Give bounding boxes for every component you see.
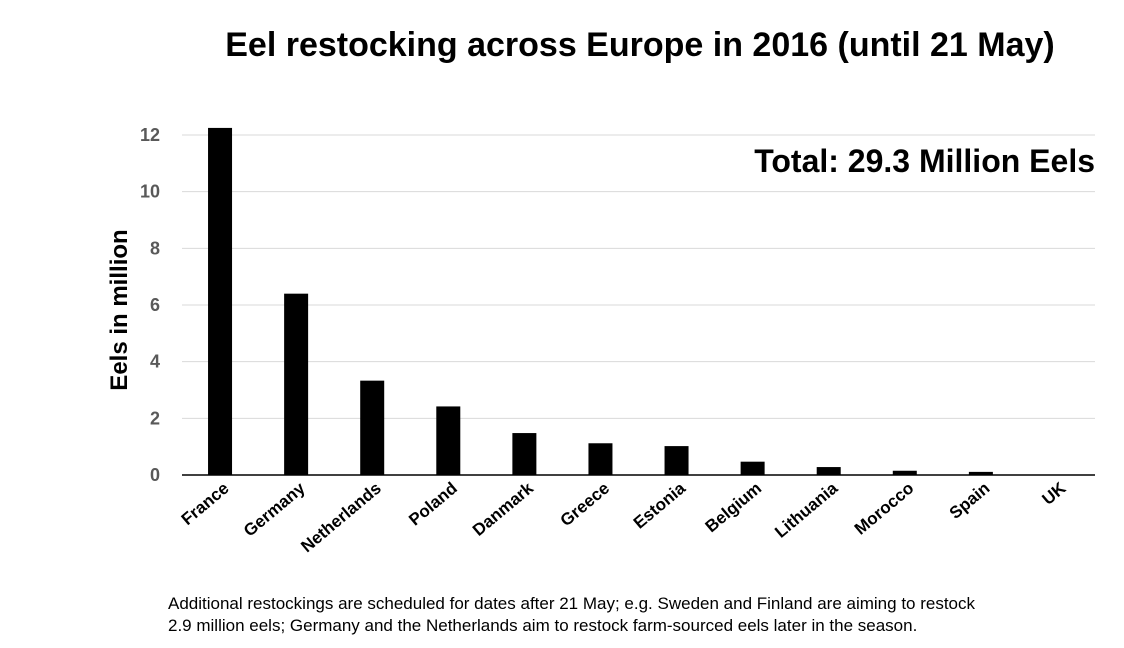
x-tick-label: Greece (557, 479, 613, 531)
bar-spain (968, 471, 993, 475)
x-tick-label: Spain (946, 479, 994, 523)
x-tick-label: Estonia (630, 478, 690, 532)
x-tick-label: Lithuania (771, 478, 842, 541)
y-axis-ticks: 0 2 4 6 8 10 12 (140, 125, 160, 485)
bar-germany (284, 293, 309, 475)
bar-lithuania (816, 467, 841, 475)
x-tick-label: France (178, 479, 233, 529)
chart-title: Eel restocking across Europe in 2016 (un… (225, 26, 1055, 64)
bar-morocco (892, 470, 917, 475)
bar-danmark (512, 433, 537, 475)
y-tick-label: 4 (150, 352, 160, 372)
x-tick-label: Danmark (469, 478, 537, 540)
y-tick-label: 12 (140, 125, 160, 145)
total-annotation: Total: 29.3 Million Eels (754, 143, 1095, 179)
x-tick-label: Poland (405, 479, 461, 530)
bar-poland (436, 406, 461, 475)
y-tick-label: 2 (150, 408, 160, 428)
bar-greece (588, 443, 613, 475)
x-tick-label: Belgium (702, 479, 766, 537)
footnote: Additional restockings are scheduled for… (168, 593, 1098, 637)
bar-netherlands (360, 380, 385, 475)
y-tick-label: 6 (150, 295, 160, 315)
x-tick-label: Germany (240, 478, 309, 540)
bar-estonia (664, 446, 689, 475)
x-tick-label: Netherlands (297, 479, 384, 557)
bars (208, 127, 993, 476)
gridlines (182, 134, 1095, 419)
footnote-line-1: Additional restockings are scheduled for… (168, 594, 976, 613)
bar-belgium (740, 461, 765, 475)
y-tick-label: 10 (140, 182, 160, 202)
footnote-line-2: 2.9 million eels; Germany and the Nether… (168, 616, 918, 635)
x-tick-label: UK (1039, 478, 1071, 509)
bar-france (208, 127, 233, 476)
y-tick-label: 0 (150, 465, 160, 485)
x-tick-label: Morocco (851, 479, 917, 539)
y-axis-label: Eels in million (106, 229, 133, 390)
y-tick-label: 8 (150, 238, 160, 258)
